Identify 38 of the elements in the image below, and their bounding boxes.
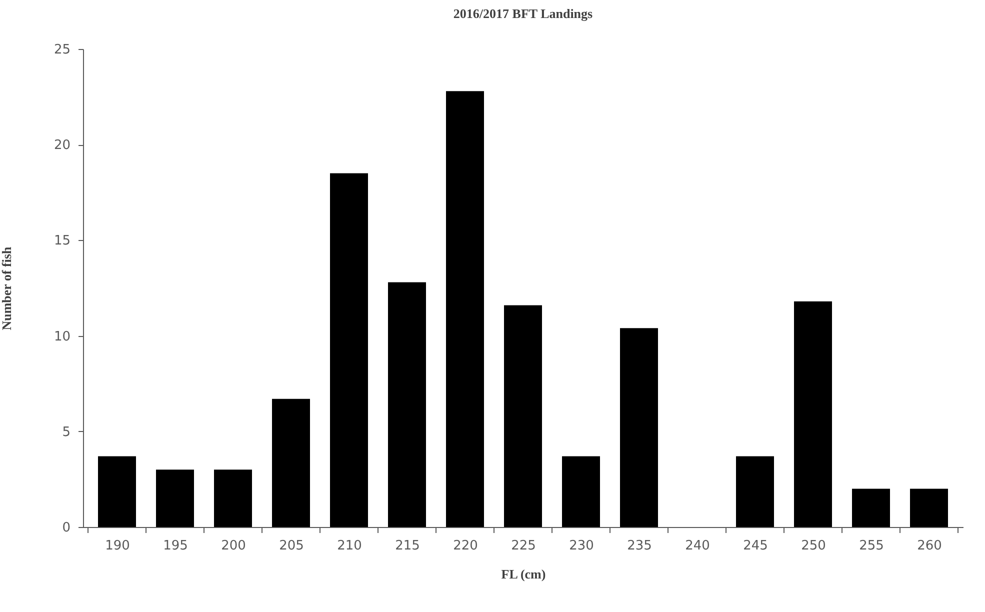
bar — [910, 488, 948, 527]
bar — [504, 305, 542, 527]
y-axis-title: Number of fish — [0, 246, 14, 330]
bar — [214, 470, 252, 527]
y-tick-label: 25 — [54, 42, 70, 58]
bar — [446, 91, 484, 527]
y-tick-label: 10 — [54, 329, 70, 344]
x-tick-label: 220 — [453, 538, 478, 554]
x-tick-label: 235 — [627, 538, 652, 554]
y-tick-label: 0 — [62, 520, 70, 536]
x-tick-label: 260 — [917, 538, 942, 554]
x-tick-label: 205 — [279, 538, 304, 554]
x-tick-label: 190 — [105, 538, 130, 554]
y-tick-label: 15 — [54, 234, 70, 249]
x-tick-label: 210 — [337, 538, 362, 554]
bar — [736, 456, 774, 527]
bar — [794, 301, 832, 527]
x-axis-title: FL (cm) — [501, 566, 546, 582]
x-tick-label: 230 — [569, 538, 594, 554]
x-tick-label: 195 — [163, 538, 188, 554]
bar — [330, 173, 368, 527]
x-tick-label: 245 — [743, 538, 768, 554]
bar — [156, 470, 194, 527]
x-tick-label: 200 — [221, 538, 246, 554]
x-tick-label: 225 — [511, 538, 536, 554]
bar — [98, 456, 136, 527]
y-tick-label: 5 — [62, 424, 70, 440]
bar — [562, 456, 600, 527]
x-tick-label: 240 — [685, 538, 710, 554]
chart-title: 2016/2017 BFT Landings — [453, 6, 593, 21]
x-tick-label: 250 — [801, 538, 826, 554]
bar — [620, 328, 658, 527]
x-tick-label: 215 — [395, 538, 420, 554]
bar — [852, 488, 890, 527]
x-tick-label: 255 — [859, 538, 884, 554]
y-tick-label: 20 — [54, 138, 70, 154]
bar — [272, 398, 310, 527]
bar — [388, 282, 426, 527]
